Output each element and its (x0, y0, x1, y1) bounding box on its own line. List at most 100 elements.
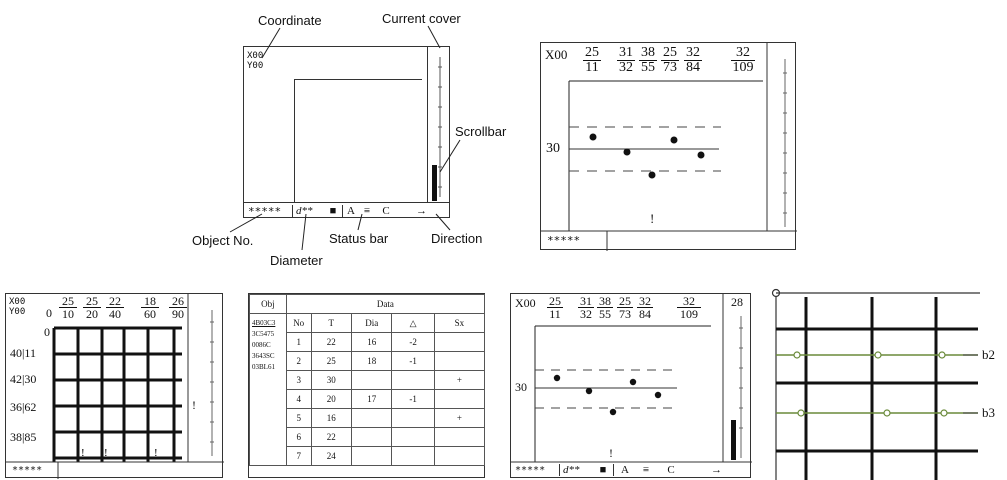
label-b3: b3 (982, 405, 995, 420)
data-point (629, 378, 637, 386)
grid-plot: ! ! ! (6, 294, 224, 479)
fraction-4: 25 73 (617, 295, 633, 320)
fraction-4: 25 73 (661, 46, 679, 75)
data-point (670, 136, 678, 144)
table-cell: -1 (391, 351, 435, 371)
fraction-2: 31 32 (578, 295, 594, 320)
fraction-denominator: 32 (617, 60, 635, 75)
callout-scrollbar: Scrollbar (455, 124, 507, 139)
table-cell: 2 (285, 351, 312, 371)
coordinate-readout: X00 Y00 (247, 51, 263, 71)
object-ids: 4B03C3 3C5475 0086C 3643SC 03BL61 (249, 313, 287, 466)
data-table-panel: Obj Data 4B03C3 3C5475 0086C 3643SC 03BL… (248, 293, 486, 478)
fraction-numerator: 38 (641, 45, 655, 60)
direction-arrow-icon[interactable]: → (416, 205, 427, 217)
table-row[interactable]: 7 24 (250, 446, 486, 466)
fraction-1: 25 11 (583, 46, 601, 75)
callout-diameter: Diameter (270, 253, 323, 268)
table-cell: 1 (285, 332, 312, 352)
square-icon[interactable]: ■ (599, 464, 607, 476)
table-cell (391, 408, 435, 428)
col-header: No (285, 313, 312, 333)
a-icon[interactable]: A (613, 464, 636, 476)
coord-x: X00 (247, 51, 264, 61)
status-bar: ***** d** ■ A ≡ C → (244, 202, 449, 219)
c-icon[interactable]: C (667, 464, 675, 476)
a-icon[interactable]: A (342, 205, 359, 217)
fraction-numerator: 38 (599, 294, 611, 308)
lines-icon[interactable]: ≡ (642, 464, 650, 476)
table-row[interactable]: 1 22 16 -2 (250, 332, 486, 352)
object-id: 3C5475 (252, 330, 275, 338)
y-label: 30 (546, 141, 560, 156)
square-icon[interactable]: ■ (329, 205, 337, 217)
fraction-6: 32 109 (731, 46, 755, 75)
fraction-denominator: 109 (677, 307, 701, 320)
object-number: ***** (248, 204, 282, 218)
top-fraction-5: 26 90 (169, 295, 187, 320)
table-row[interactable]: 2 25 18 -1 (250, 351, 486, 371)
fraction-numerator: 25 (549, 294, 561, 308)
table-cell: + (433, 408, 486, 428)
scatter-panel-top: X00 25 11 31 32 38 55 25 73 32 84 32 109 30 ! … (540, 42, 797, 251)
fraction-numerator: 32 (683, 294, 695, 308)
zero-label: 0 (46, 306, 52, 320)
y-label: 30 (515, 380, 527, 394)
fraction-denominator: 11 (547, 307, 563, 320)
svg-text:!: ! (104, 447, 108, 459)
scrollbar-thumb (731, 420, 736, 460)
lines-icon[interactable]: ≡ (363, 205, 371, 217)
fraction-denominator: 84 (684, 60, 702, 75)
origin-label: 0 (44, 325, 50, 339)
table-cell: 6 (285, 427, 312, 447)
status-bar: ***** d** ■ A ≡ C → (511, 462, 750, 478)
fraction-numerator: 25 (62, 294, 74, 308)
callout-object-no: Object No. (192, 233, 254, 248)
direction-arrow-icon[interactable]: → (711, 464, 722, 476)
scrollbar-thumb[interactable] (432, 165, 437, 201)
object-number: ***** (515, 464, 546, 476)
table-cell: 22 (310, 427, 352, 447)
mark: ! (609, 446, 613, 460)
fraction-6: 32 109 (677, 295, 701, 320)
object-number: ***** (547, 234, 581, 247)
mark: ! (650, 211, 655, 226)
scatter-plot-top (541, 43, 797, 251)
fraction-denominator: 55 (639, 60, 657, 75)
fraction-numerator: 25 (86, 294, 98, 308)
data-point (585, 387, 593, 395)
table-row[interactable]: 6 22 (250, 427, 486, 447)
table-cell (391, 427, 435, 447)
table-cell: 7 (285, 446, 312, 466)
row-label-1: 40|11 (10, 346, 36, 361)
table-cell (433, 389, 486, 409)
scrollbar-column[interactable] (427, 47, 450, 202)
callout-direction: Direction (431, 231, 483, 246)
coord-x: X00 (515, 296, 536, 310)
grid-panel: X00 Y00 0 25 10 25 20 22 40 18 60 26 90 0 ! (5, 293, 224, 479)
coord-y: Y00 (9, 307, 26, 317)
fraction-numerator: 31 (580, 294, 592, 308)
object-id: 0086C (252, 341, 271, 349)
fraction-denominator: 40 (106, 307, 124, 320)
table-cell: 18 (350, 351, 393, 371)
object-id: 3643SC (252, 352, 275, 360)
header-data: Data (285, 294, 486, 314)
fraction-5: 32 84 (684, 46, 702, 75)
c-icon[interactable]: C (382, 205, 390, 217)
table-cell: 16 (350, 332, 393, 352)
fraction-denominator: 20 (83, 307, 101, 320)
fraction-numerator: 25 (619, 294, 631, 308)
row-label-4: 38|85 (10, 430, 37, 445)
table-cell: 4 (285, 389, 312, 409)
fraction-denominator: 10 (59, 307, 77, 320)
table-cell (350, 446, 393, 466)
fraction-denominator: 11 (583, 60, 601, 75)
data-table: Obj Data 4B03C3 3C5475 0086C 3643SC 03BL… (249, 294, 486, 466)
coord-y: Y00 (247, 61, 264, 71)
fraction-numerator: 25 (663, 45, 677, 60)
table-cell: 5 (285, 408, 312, 428)
table-cell: 20 (310, 389, 352, 409)
data-point (589, 133, 597, 141)
table-cell: 30 (310, 370, 352, 390)
